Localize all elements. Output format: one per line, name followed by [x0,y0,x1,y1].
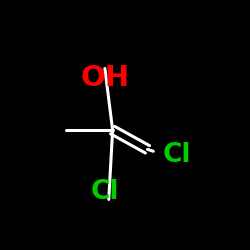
Text: OH: OH [80,64,130,92]
Text: Cl: Cl [163,142,192,168]
Text: Cl: Cl [90,179,119,205]
